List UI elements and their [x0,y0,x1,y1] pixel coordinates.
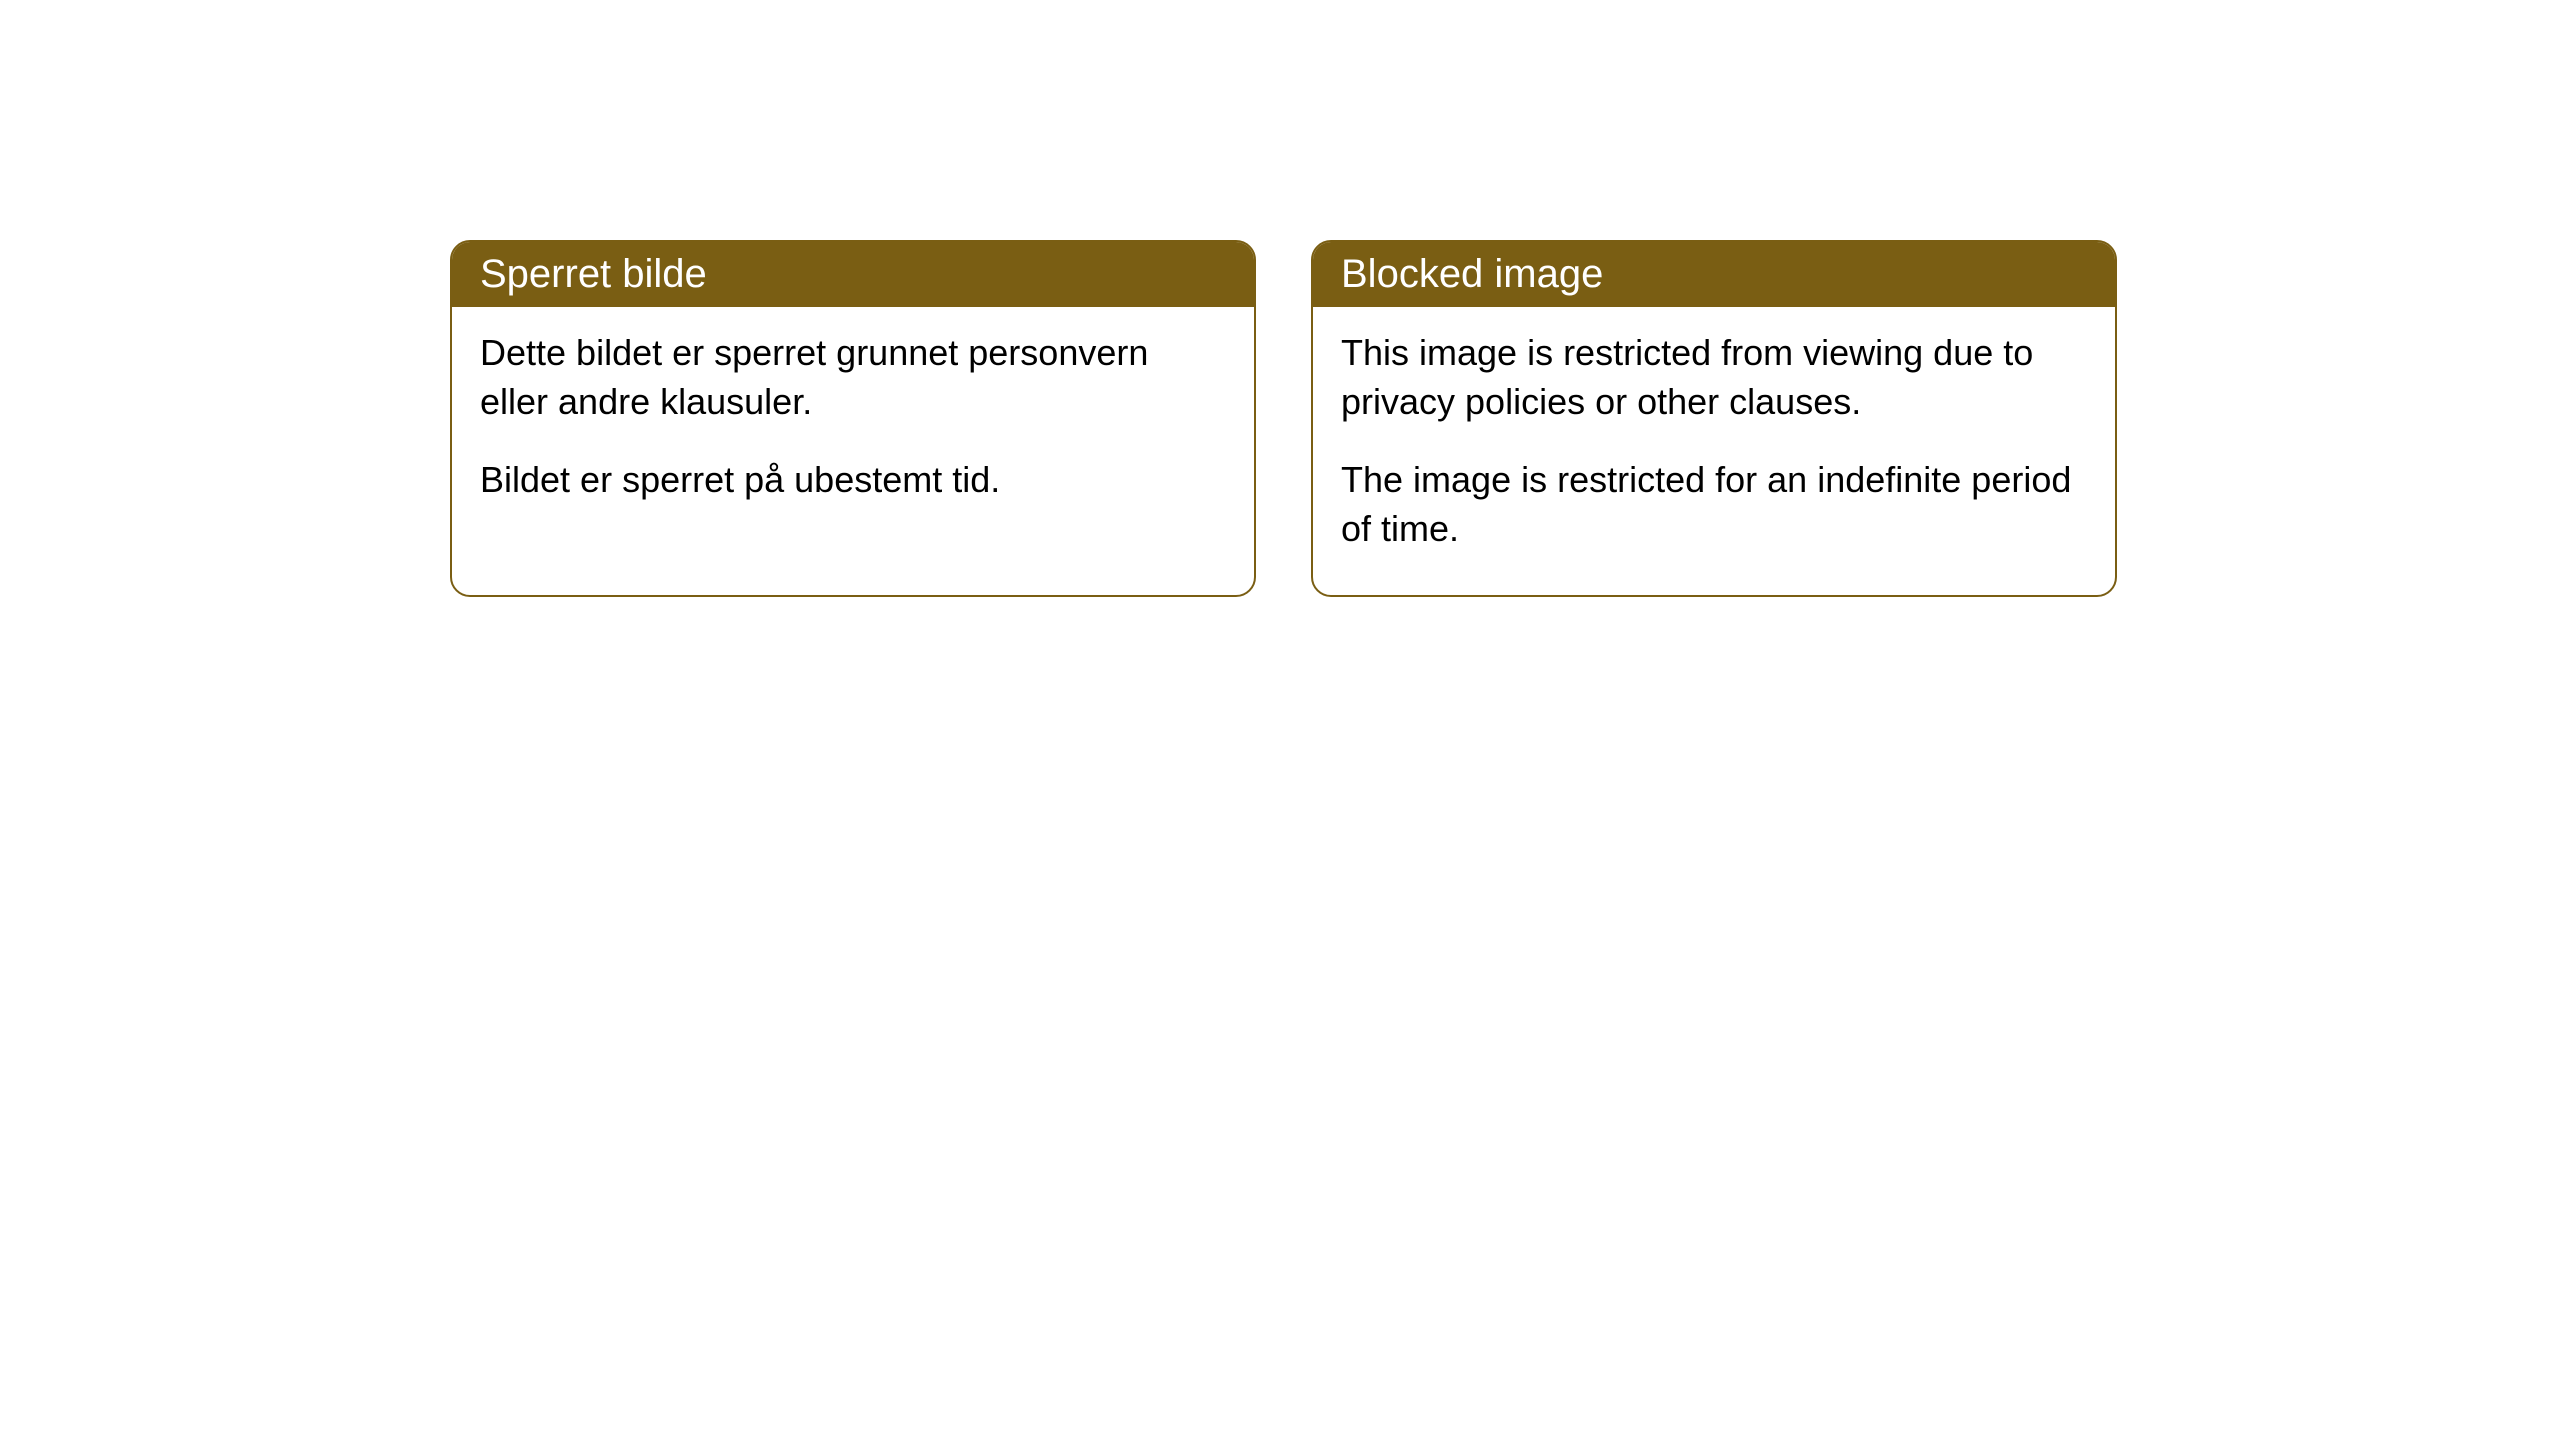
card-paragraph-2-no: Bildet er sperret på ubestemt tid. [480,456,1226,505]
card-paragraph-2-en: The image is restricted for an indefinit… [1341,456,2087,553]
card-paragraph-1-en: This image is restricted from viewing du… [1341,329,2087,426]
blocked-image-card-en: Blocked image This image is restricted f… [1311,240,2117,597]
blocked-image-card-no: Sperret bilde Dette bildet er sperret gr… [450,240,1256,597]
card-body-no: Dette bildet er sperret grunnet personve… [452,307,1254,547]
blocked-image-cards: Sperret bilde Dette bildet er sperret gr… [450,240,2117,597]
card-body-en: This image is restricted from viewing du… [1313,307,2115,595]
card-paragraph-1-no: Dette bildet er sperret grunnet personve… [480,329,1226,426]
card-header-en: Blocked image [1313,242,2115,307]
card-header-no: Sperret bilde [452,242,1254,307]
